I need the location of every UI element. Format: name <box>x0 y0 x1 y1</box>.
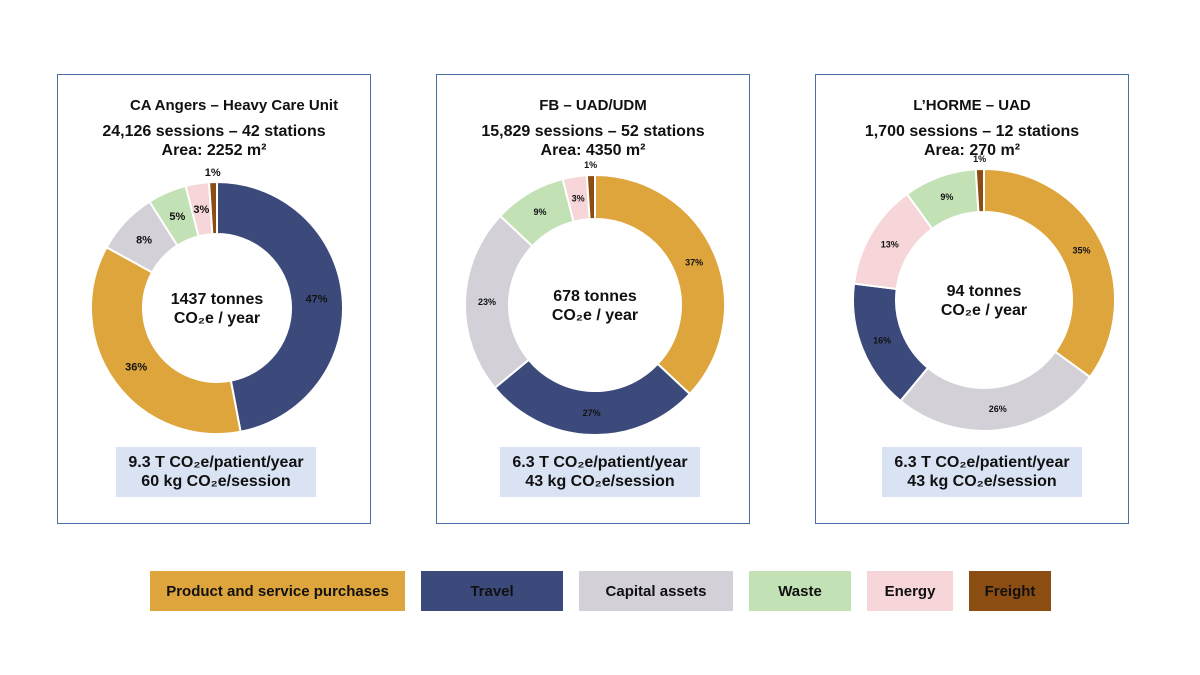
slice-capital <box>464 214 534 390</box>
slice-capital <box>899 350 1092 432</box>
chart-panel-lhorme: L’HORME – UAD 1,700 sessions – 12 statio… <box>815 74 1129 524</box>
stat-per-patient: 6.3 T CO₂e/patient/year <box>512 454 688 471</box>
panel-subtitle: 24,126 sessions – 42 stations Area: 2252… <box>58 122 370 160</box>
donut-chart-lhorme: 35% 26% 16% 13% 9% 1% 94 tonnes CO₂e / year <box>852 154 1116 432</box>
area: Area: 4350 m² <box>540 142 646 159</box>
slice-label-energy: 3% <box>572 193 585 203</box>
legend-item-travel: Travel <box>421 571 563 611</box>
legend: Product and service purchases Travel Cap… <box>150 571 1051 611</box>
area: Area: 2252 m² <box>161 142 267 159</box>
legend-item-waste: Waste <box>749 571 851 611</box>
sessions-stations: 24,126 sessions – 42 stations <box>102 123 326 140</box>
stat-box: 6.3 T CO₂e/patient/year 43 kg CO₂e/sessi… <box>882 447 1082 497</box>
stat-per-patient: 9.3 T CO₂e/patient/year <box>128 454 304 471</box>
legend-label: Waste <box>778 582 822 600</box>
slice-freight <box>974 167 985 214</box>
legend-label: Freight <box>984 582 1036 600</box>
stat-per-session: 43 kg CO₂e/session <box>525 473 675 490</box>
slice-travel <box>216 180 344 433</box>
slice-label-travel: 16% <box>873 335 891 345</box>
slice-travel <box>493 358 692 436</box>
slice-label-travel: 27% <box>583 408 601 418</box>
stat-per-session: 60 kg CO₂e/session <box>141 473 291 490</box>
center-total: 678 tonnes <box>553 288 637 305</box>
legend-item-freight: Freight <box>969 571 1051 611</box>
slice-label-capital: 26% <box>989 404 1007 414</box>
stat-box: 9.3 T CO₂e/patient/year 60 kg CO₂e/sessi… <box>116 447 316 497</box>
chart-panel-fb: FB – UAD/UDM 15,829 sessions – 52 statio… <box>436 74 750 524</box>
legend-item-capital: Capital assets <box>579 571 733 611</box>
panel-title: CA Angers – Heavy Care Unit <box>129 97 339 114</box>
slice-label-waste: 9% <box>940 192 953 202</box>
slice-label-product: 37% <box>685 257 703 267</box>
slice-freight <box>208 180 218 236</box>
slice-label-product: 36% <box>125 362 147 374</box>
panel-subtitle: 15,829 sessions – 52 stations Area: 4350… <box>437 122 749 160</box>
slice-product <box>90 245 242 435</box>
slice-label-product: 35% <box>1073 245 1091 255</box>
slice-product <box>983 167 1116 379</box>
legend-label: Energy <box>884 582 936 600</box>
slice-label-travel: 47% <box>306 293 328 305</box>
donut-chart-fb: 37% 27% 23% 9% 3% 1% 678 tonnes CO₂e / year <box>464 160 726 436</box>
slice-label-energy: 13% <box>881 239 899 249</box>
slice-label-freight: 1% <box>205 167 221 179</box>
center-unit: CO₂e / year <box>941 302 1027 319</box>
slice-label-waste: 5% <box>169 211 185 223</box>
stat-box: 6.3 T CO₂e/patient/year 43 kg CO₂e/sessi… <box>500 447 700 497</box>
panel-title: FB – UAD/UDM <box>539 97 647 114</box>
center-total: 94 tonnes <box>947 283 1022 300</box>
sessions-stations: 15,829 sessions – 52 stations <box>481 123 705 140</box>
slice-label-waste: 9% <box>534 207 547 217</box>
slice-label-capital: 23% <box>478 297 496 307</box>
stat-per-patient: 6.3 T CO₂e/patient/year <box>894 454 1070 471</box>
chart-panel-angers: CA Angers – Heavy Care Unit 24,126 sessi… <box>57 74 371 524</box>
panel-subtitle: 1,700 sessions – 12 stations Area: 270 m… <box>816 122 1128 160</box>
legend-item-product: Product and service purchases <box>150 571 405 611</box>
slice-label-freight: 1% <box>584 160 597 170</box>
slice-freight <box>585 173 596 221</box>
legend-item-energy: Energy <box>867 571 953 611</box>
slice-label-energy: 3% <box>193 204 209 216</box>
area: Area: 270 m² <box>923 142 1021 159</box>
legend-label: Travel <box>470 582 514 600</box>
center-total: 1437 tonnes <box>171 291 264 308</box>
panel-title: L’HORME – UAD <box>913 97 1031 114</box>
slice-product <box>594 173 726 396</box>
slice-label-freight: 1% <box>973 154 986 164</box>
legend-label: Product and service purchases <box>166 582 389 600</box>
legend-label: Capital assets <box>605 582 707 600</box>
slice-label-capital: 8% <box>136 234 152 246</box>
stat-per-session: 43 kg CO₂e/session <box>907 473 1057 490</box>
center-unit: CO₂e / year <box>552 307 638 324</box>
donut-chart-angers: 47% 36% 8% 5% 3% 1% 1437 tonnes CO₂e / year <box>90 167 344 435</box>
sessions-stations: 1,700 sessions – 12 stations <box>864 123 1080 140</box>
center-unit: CO₂e / year <box>174 310 260 327</box>
